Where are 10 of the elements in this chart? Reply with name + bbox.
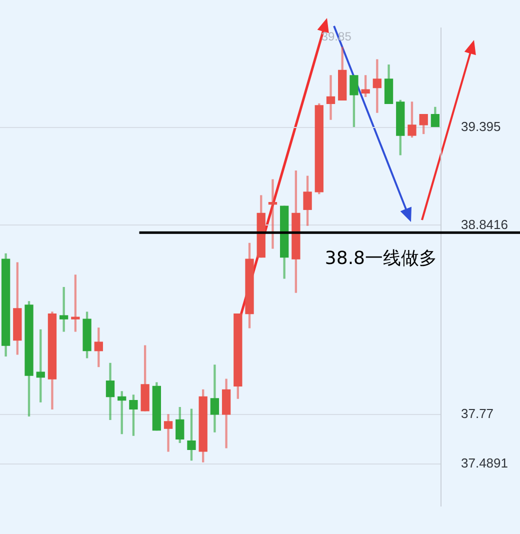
candlestick	[268, 179, 278, 249]
candlestick	[326, 75, 336, 120]
ref-line-label: 38.8一线做多	[324, 248, 437, 270]
candlestick	[60, 286, 68, 332]
candlestick	[164, 414, 173, 452]
y-tick-label: 39.395	[461, 119, 501, 134]
y-tick-label: 38.8416	[461, 216, 508, 232]
y-tick-label: 37.4891	[461, 456, 508, 471]
candlestick	[372, 59, 382, 113]
y-tick-label: 37.77	[461, 406, 494, 421]
